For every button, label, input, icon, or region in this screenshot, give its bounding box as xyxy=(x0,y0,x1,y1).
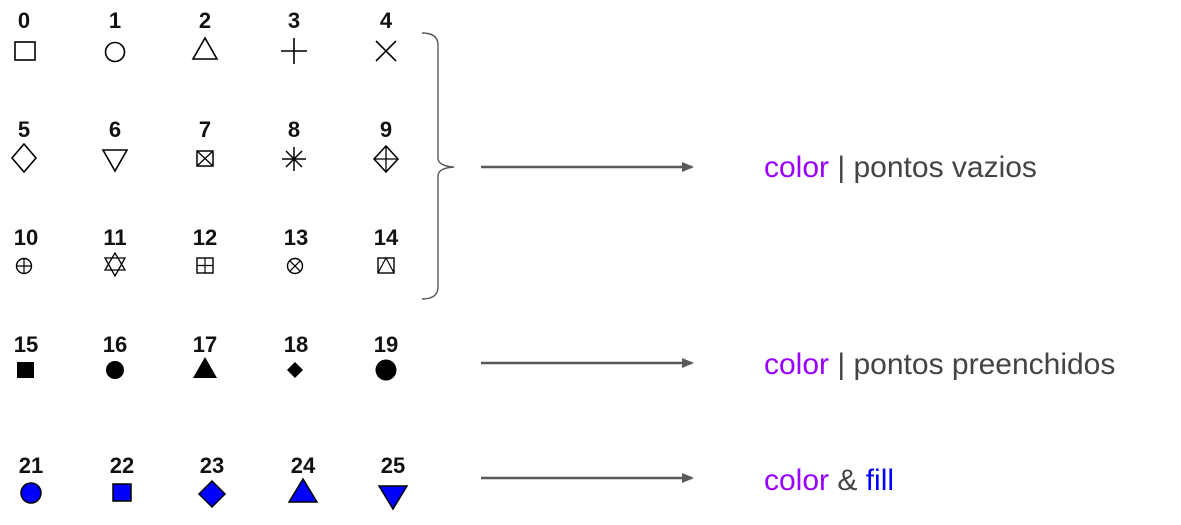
pch-label-18: 18 xyxy=(284,332,308,357)
pch-item-11: 11 xyxy=(103,225,127,278)
pch-label-19: 19 xyxy=(374,332,398,357)
pch-label-7: 7 xyxy=(199,117,211,142)
pch-item-21: 21 xyxy=(19,453,43,504)
open-triangle-symbol xyxy=(191,36,219,60)
pch-label-11: 11 xyxy=(103,225,126,250)
pch-item-9: 9 xyxy=(372,117,400,174)
pch-item-23: 23 xyxy=(197,453,227,509)
filled-triangle-symbol xyxy=(193,357,217,378)
label-empty-points: color | pontos vazios xyxy=(764,151,1037,184)
open-diamond-symbol xyxy=(10,142,38,174)
pch-item-7: 7 xyxy=(196,117,214,167)
pch-item-4: 4 xyxy=(375,8,397,62)
pch-label-16: 16 xyxy=(103,332,127,357)
filled-diamond-symbol xyxy=(287,362,303,378)
pch-label-21: 21 xyxy=(19,453,43,478)
label-filled-color: color xyxy=(764,348,829,381)
pch-item-0: 0 xyxy=(14,8,36,61)
label-filled-points: color | pontos preenchidos xyxy=(764,348,1115,381)
pch-item-8: 8 xyxy=(282,117,306,171)
square-plus-symbol xyxy=(196,257,214,274)
open-down-triangle-symbol xyxy=(101,149,129,173)
pch-label-17: 17 xyxy=(193,332,217,357)
pch-label-8: 8 xyxy=(288,117,300,142)
pch-label-25: 25 xyxy=(381,453,405,478)
pch-item-25: 25 xyxy=(377,453,409,511)
pch-label-5: 5 xyxy=(18,117,30,142)
pch-item-24: 24 xyxy=(287,453,319,503)
pch-item-10: 10 xyxy=(14,225,38,275)
diamond-plus-symbol xyxy=(372,144,400,174)
label-cf-amp: & xyxy=(829,464,866,497)
pch-label-6: 6 xyxy=(109,117,121,142)
pch-item-13: 13 xyxy=(284,225,308,275)
filled-circle-symbol xyxy=(106,361,124,379)
pch-label-13: 13 xyxy=(284,225,308,250)
filled-circle-large-symbol xyxy=(375,359,397,381)
pch-item-19: 19 xyxy=(374,332,398,381)
pch-item-17: 17 xyxy=(193,332,217,378)
pch-label-4: 4 xyxy=(380,8,393,33)
pch-item-16: 16 xyxy=(103,332,127,379)
square-cross-symbol xyxy=(196,150,214,167)
pch-label-9: 9 xyxy=(380,117,392,142)
label-cf-fill: fill xyxy=(866,464,894,497)
label-empty-color: color xyxy=(764,151,829,184)
pch-item-12: 12 xyxy=(193,225,217,274)
pch-label-12: 12 xyxy=(193,225,217,250)
filled-blue-diamond-symbol xyxy=(197,479,227,509)
pch-label-14: 14 xyxy=(374,225,399,250)
star-of-david-symbol xyxy=(103,251,127,278)
pch-label-10: 10 xyxy=(14,225,38,250)
open-square-symbol xyxy=(14,41,36,61)
filled-blue-circle-symbol xyxy=(20,482,42,504)
pch-label-0: 0 xyxy=(18,8,30,33)
pch-label-23: 23 xyxy=(200,453,224,478)
pch-label-2: 2 xyxy=(199,8,211,33)
square-triangle-symbol xyxy=(377,256,395,274)
label-empty-rest: | pontos vazios xyxy=(829,151,1037,184)
asterisk-symbol xyxy=(282,147,306,171)
pch-item-3: 3 xyxy=(281,8,307,64)
plus-symbol xyxy=(281,38,307,64)
label-color-fill: color & fill xyxy=(764,464,894,497)
label-cf-color: color xyxy=(764,464,829,497)
pch-item-22: 22 xyxy=(110,453,134,502)
pch-item-6: 6 xyxy=(101,117,129,173)
open-circle-symbol xyxy=(104,41,126,63)
pch-item-5: 5 xyxy=(10,117,38,174)
filled-blue-down-triangle-symbol xyxy=(377,485,409,511)
filled-square-symbol xyxy=(17,362,34,378)
pch-item-15: 15 xyxy=(14,332,38,378)
pch-item-1: 1 xyxy=(104,8,126,63)
pch-item-18: 18 xyxy=(284,332,308,378)
pch-item-14: 14 xyxy=(374,225,399,274)
pch-label-22: 22 xyxy=(110,453,134,478)
circle-plus-symbol xyxy=(15,257,33,275)
pch-label-1: 1 xyxy=(109,8,121,33)
pch-label-24: 24 xyxy=(291,453,316,478)
cross-symbol xyxy=(375,40,397,62)
label-filled-rest: | pontos preenchidos xyxy=(829,348,1115,381)
filled-blue-triangle-symbol xyxy=(287,477,319,503)
pch-label-15: 15 xyxy=(14,332,38,357)
circle-cross-symbol xyxy=(286,257,304,275)
filled-blue-square-symbol xyxy=(112,483,132,502)
right-curly-bracket xyxy=(421,32,455,300)
pch-item-2: 2 xyxy=(191,8,219,60)
pch-label-3: 3 xyxy=(288,8,300,33)
